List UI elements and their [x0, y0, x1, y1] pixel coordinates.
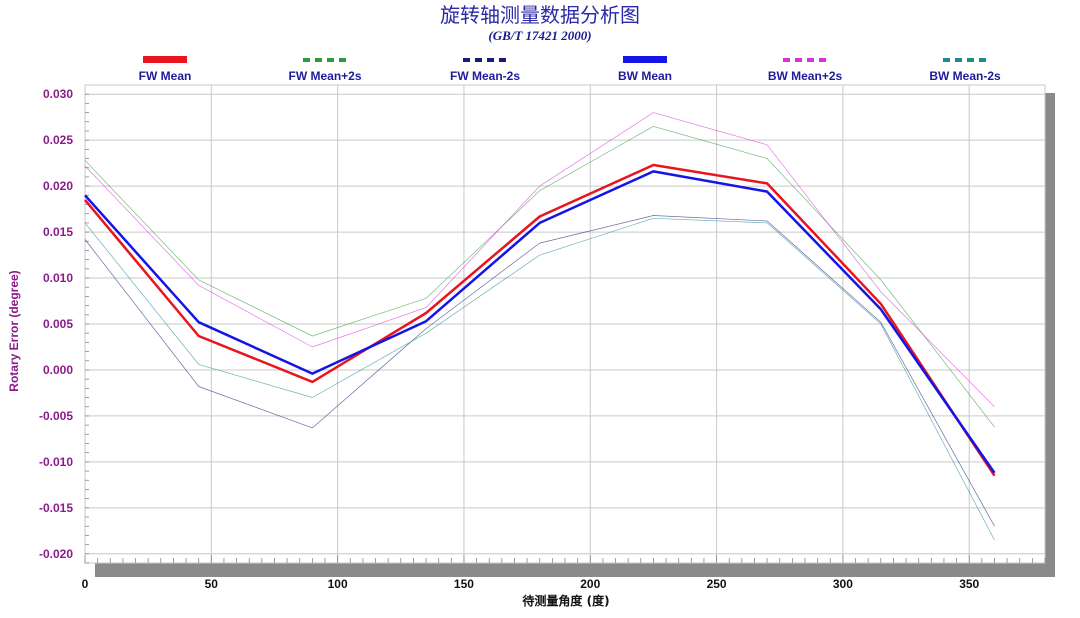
legend: FW Mean FW Mean+2s FW Mean-2s BW Mean BW Mea…	[139, 56, 1001, 83]
y-tick-label: -0.020	[39, 547, 73, 561]
y-tick-label: -0.005	[39, 409, 73, 423]
x-tick-label: 350	[959, 577, 979, 591]
legend-label-bw-mean: BW Mean	[618, 69, 672, 83]
y-tick-label: 0.005	[43, 317, 73, 331]
chart-title: 旋转轴测量数据分析图	[440, 3, 640, 27]
y-tick-label: -0.010	[39, 455, 73, 469]
y-tick-label: 0.030	[43, 87, 73, 101]
legend-label-fw-mean-2s: FW Mean-2s	[450, 69, 520, 83]
x-tick-label: 200	[580, 577, 600, 591]
x-tick-label: 150	[454, 577, 474, 591]
series-lines	[84, 112, 996, 541]
x-tick-label: 250	[707, 577, 727, 591]
series-line-bw-mean-2s	[84, 112, 995, 407]
series-line-fw-mean	[84, 163, 996, 477]
x-axis-label: 待测量角度 (度)	[522, 593, 609, 608]
legend-label-fw-mean-2s: FW Mean+2s	[288, 69, 361, 83]
y-tick-label: 0.010	[43, 271, 73, 285]
legend-label-bw-mean-2s: BW Mean+2s	[768, 69, 843, 83]
grid-lines	[84, 85, 1045, 563]
legend-swatch-bw-mean	[623, 56, 667, 63]
legend-swatch-fw-mean	[143, 56, 187, 63]
x-tick-label: 300	[833, 577, 853, 591]
chart-subtitle: (GB/T 17421 2000)	[488, 28, 591, 43]
axis-ticks	[84, 93, 1046, 564]
series-line-bw-mean-2s	[84, 217, 995, 541]
y-tick-label: 0.000	[43, 363, 73, 377]
legend-label-bw-mean-2s: BW Mean-2s	[929, 69, 1001, 83]
y-axis-label: Rotary Error (degree)	[7, 270, 21, 391]
x-tick-label: 50	[205, 577, 219, 591]
series-line-bw-mean	[84, 170, 996, 474]
x-tick-label: 0	[82, 577, 89, 591]
series-line-fw-mean-2s	[84, 215, 995, 527]
legend-label-fw-mean: FW Mean	[139, 69, 192, 83]
y-tick-label: 0.025	[43, 133, 73, 147]
series-line-fw-mean-2s	[84, 126, 995, 428]
y-tick-label: 0.015	[43, 225, 73, 239]
y-tick-label: 0.020	[43, 179, 73, 193]
y-tick-label: -0.015	[39, 501, 73, 515]
x-tick-label: 100	[328, 577, 348, 591]
